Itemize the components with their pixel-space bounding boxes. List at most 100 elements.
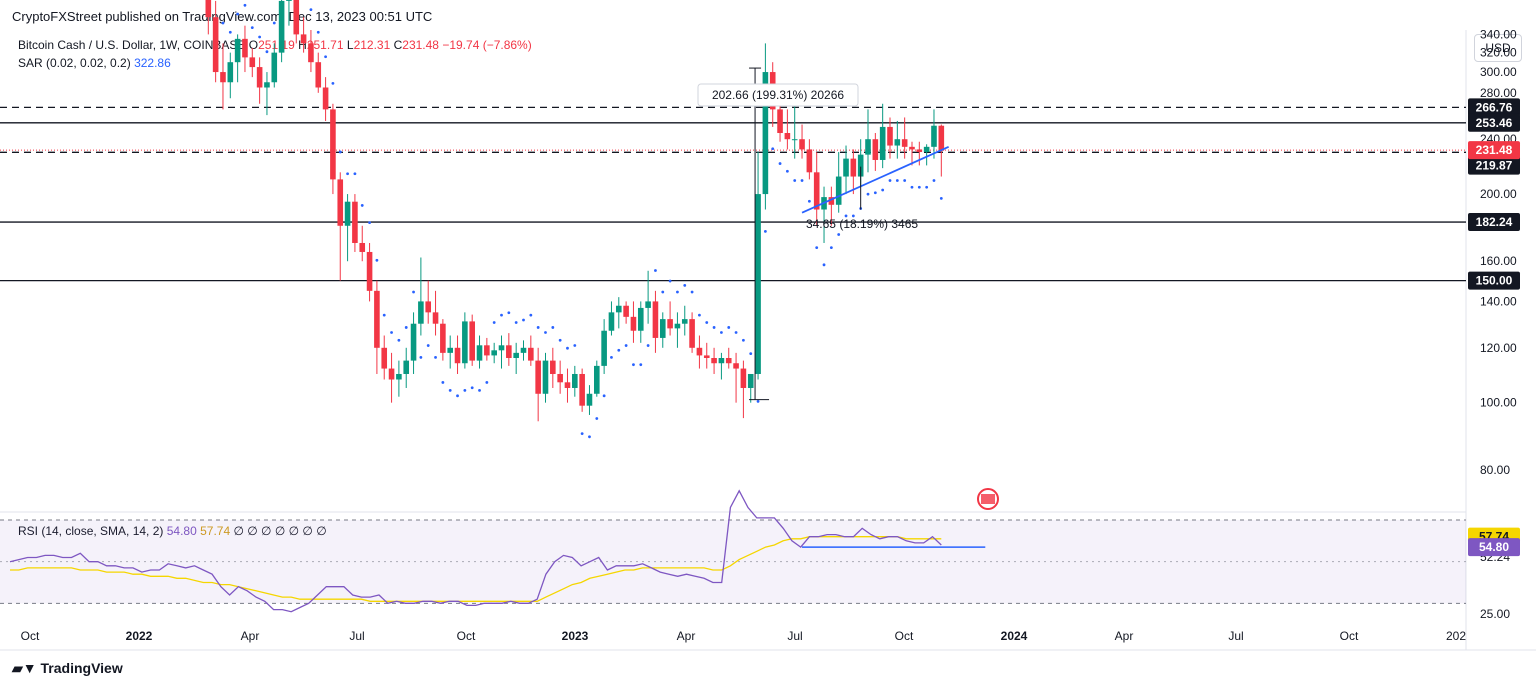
sar-dot: [492, 321, 496, 324]
sar-dot: [683, 283, 687, 287]
sar-dot: [580, 432, 584, 436]
candle-body: [410, 323, 417, 361]
candle-body: [322, 87, 329, 110]
candle-body: [374, 290, 380, 348]
rsi-sma-value: 57.74: [200, 524, 231, 538]
candle-body: [293, 0, 300, 35]
sar-dot: [566, 346, 569, 350]
sar-dot: [749, 352, 753, 356]
sar-dot: [771, 147, 775, 151]
sar-dot: [500, 313, 503, 317]
sar-dot: [617, 348, 621, 352]
candle-body: [476, 345, 483, 361]
legend-low: 212.31: [353, 38, 391, 52]
candle-body: [879, 126, 886, 160]
candle-body: [681, 319, 688, 324]
sar-dot: [478, 389, 481, 392]
sar-dot: [360, 204, 364, 207]
candle-body: [484, 345, 490, 356]
candle-body: [396, 373, 402, 380]
time-tick-label: Oct: [1340, 629, 1359, 643]
candle-body: [469, 321, 475, 361]
candle-body: [659, 319, 666, 338]
sar-dot: [243, 3, 247, 7]
candle-body: [425, 301, 432, 313]
sar-dot: [866, 192, 870, 196]
sar-dot: [316, 30, 320, 34]
legend-symbol: Bitcoin Cash / U.S. Dollar, 1W, COINBASE: [18, 38, 246, 52]
level-label-bg: [1468, 156, 1520, 175]
candle-body: [308, 43, 314, 63]
candle-body: [887, 126, 893, 146]
sar-dot: [756, 399, 760, 403]
candle-body: [916, 149, 923, 153]
sar-dot: [903, 179, 907, 182]
sar-dot: [705, 321, 709, 324]
sar-dot: [851, 214, 855, 218]
sar-dot: [661, 290, 665, 294]
price-tick-label: 160.00: [1480, 254, 1517, 268]
sar-dot: [258, 35, 262, 39]
candle-body: [901, 139, 908, 147]
sar-dot: [382, 313, 386, 317]
candle-body: [747, 373, 754, 388]
sar-dot: [353, 172, 357, 176]
time-tick-label: 2024: [1001, 629, 1028, 643]
candle-body: [791, 139, 798, 141]
sar-dot: [654, 269, 657, 272]
sar-dot: [412, 290, 415, 294]
candle-body: [938, 125, 945, 151]
candle-body: [447, 347, 453, 353]
candle-body: [344, 201, 351, 226]
candle-body: [432, 312, 439, 324]
sar-dot: [463, 389, 467, 392]
candle-body: [630, 316, 637, 331]
sar-dot: [910, 185, 914, 189]
sar-dot: [236, 12, 240, 16]
candle-body: [909, 146, 915, 150]
sar-dot: [595, 417, 599, 420]
candle-body: [520, 347, 527, 353]
time-tick-label: 202: [1446, 629, 1466, 643]
candle-body: [498, 345, 505, 351]
rsi-line: [9, 489, 942, 613]
rsi-sma-line: [10, 536, 942, 602]
candle-body: [366, 251, 373, 291]
sar-dot: [324, 55, 327, 59]
candle-body: [528, 347, 534, 361]
price-tick-label: 280.00: [1480, 86, 1517, 100]
sar-dot: [844, 214, 848, 218]
sar-dot: [712, 326, 716, 329]
sar-dot: [888, 179, 892, 182]
candle-body: [645, 301, 651, 308]
candle-body: [667, 319, 673, 329]
sar-dot: [404, 326, 408, 329]
candle-body: [330, 109, 336, 180]
candle-body: [718, 358, 725, 364]
time-tick-label: 2022: [126, 629, 153, 643]
candle-body: [740, 368, 747, 388]
sar-dot: [265, 50, 269, 54]
main-legend: Bitcoin Cash / U.S. Dollar, 1W, COINBASE…: [18, 38, 532, 52]
candle-body: [381, 347, 388, 369]
sar-dot: [815, 246, 819, 250]
sar-dot: [573, 344, 577, 347]
candle-body: [799, 139, 805, 150]
candle-body: [454, 347, 461, 364]
candle-body: [462, 321, 468, 364]
sar-dot: [456, 394, 459, 398]
price-tick-label: 300.00: [1480, 65, 1517, 79]
sar-dot: [441, 381, 445, 384]
legend-o-label: O: [248, 38, 259, 52]
candle-body: [652, 301, 659, 338]
sar-dot: [829, 246, 833, 250]
sar-dot: [939, 196, 943, 200]
sar-dot: [785, 169, 789, 173]
rsi-value: 54.80: [166, 524, 197, 538]
level-label-bg: [1468, 213, 1520, 232]
candle-body: [696, 347, 703, 356]
candle-body: [784, 133, 791, 140]
currency-button[interactable]: USD: [1474, 34, 1522, 62]
tradingview-logo: ▰▼ TradingView: [12, 660, 123, 677]
sar-dot: [917, 185, 921, 189]
